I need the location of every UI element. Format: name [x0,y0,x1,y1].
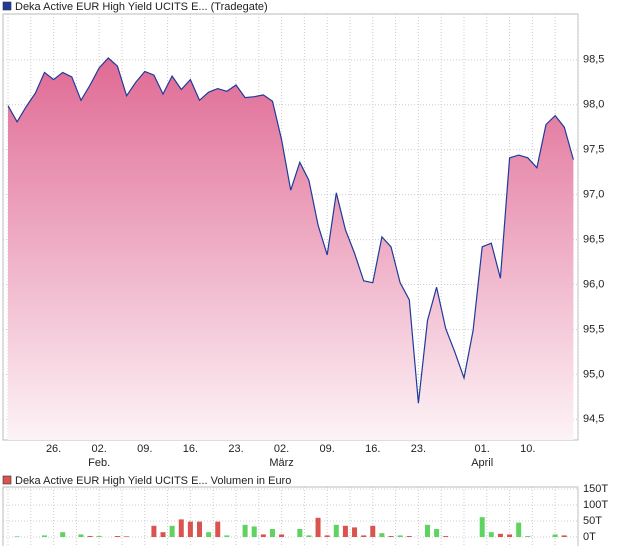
chart-title: Deka Active EUR High Yield UCITS E... (T… [15,1,268,13]
volume-bar [14,536,20,537]
y-tick-label: 95,0 [583,368,604,380]
volume-bar [260,534,266,537]
x-tick-label: 09. [137,443,152,455]
volume-bar [507,534,513,537]
volume-bar [525,536,531,537]
volume-bar [197,521,203,537]
volume-bar [434,529,440,537]
x-tick-label: 10. [520,443,535,455]
volume-bar [488,532,494,537]
volume-bar [151,525,157,537]
y-tick-label: 95,5 [583,323,604,335]
chart-title: Deka Active EUR High Yield UCITS E... Vo… [15,475,291,487]
legend-swatch [2,475,12,485]
y-tick-label: 100T [583,499,608,511]
y-tick-label: 94,5 [583,413,604,425]
volume-bar [479,517,485,537]
x-tick-label: 26. [46,443,61,455]
volume-bar [552,534,558,537]
volume-bar [324,535,330,537]
y-tick-label: 98,5 [583,54,604,66]
x-month-label: Feb. [88,457,110,469]
volume-bar [406,536,412,537]
y-tick-label: 0T [583,531,596,543]
y-tick-label: 98,0 [583,99,604,111]
volume-bar [497,533,503,537]
y-tick-label: 50T [583,515,602,527]
x-month-label: April [471,457,493,469]
volume-bar [388,536,394,537]
volume-bar [361,535,367,537]
price-area [8,58,574,440]
volume-bar [397,535,403,537]
y-tick-label: 96,0 [583,278,604,290]
x-tick-label: 23. [411,443,426,455]
volume-bar [187,521,193,537]
volume-bar [443,536,449,537]
volume-bar [315,517,321,537]
x-tick-label: 16. [365,443,380,455]
volume-bar [242,524,248,537]
volume-bar [306,535,312,537]
y-tick-label: 150T [583,483,608,495]
volume-bar [279,534,285,537]
volume-bar [114,536,120,537]
y-tick-label: 97,5 [583,144,604,156]
volume-bar [215,521,221,537]
volume-bar [516,522,522,537]
x-tick-label: 01. [475,443,490,455]
volume-bar [78,534,84,537]
volume-bar [160,532,166,537]
x-tick-label: 02. [92,443,107,455]
x-month-label: März [269,457,293,469]
volume-bar [124,536,130,537]
volume-bar [342,525,348,537]
volume-bar [370,525,376,537]
volume-bar [87,536,93,537]
y-tick-label: 97,0 [583,189,604,201]
volume-bar [206,532,212,537]
volume-bar [333,524,339,537]
volume-bar [297,529,303,537]
x-tick-label: 23. [228,443,243,455]
volume-bar [41,535,47,537]
volume-bar [96,536,102,537]
volume-bar [169,525,175,537]
volume-bar [251,526,257,537]
volume-bar [379,533,385,537]
legend-swatch [2,1,12,11]
y-tick-label: 96,5 [583,233,604,245]
volume-frame [2,486,579,546]
volume-bar [561,535,567,537]
volume-bar [352,527,358,537]
x-tick-label: 16. [183,443,198,455]
volume-bar [178,519,184,537]
volume-bar [60,532,66,537]
volume-bar [424,524,430,537]
x-tick-label: 02. [274,443,289,455]
volume-bar [269,529,275,537]
x-tick-label: 09. [320,443,335,455]
volume-bar [224,535,230,537]
price-line [7,57,574,404]
